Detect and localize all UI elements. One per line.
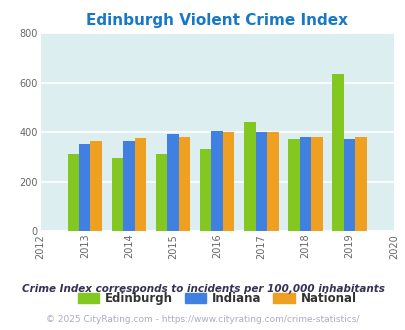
- Legend: Edinburgh, Indiana, National: Edinburgh, Indiana, National: [78, 292, 356, 305]
- Bar: [134, 138, 146, 231]
- Bar: [123, 141, 134, 231]
- Bar: [299, 138, 311, 231]
- Bar: [67, 154, 79, 231]
- Bar: [79, 145, 90, 231]
- Bar: [167, 135, 178, 231]
- Bar: [200, 149, 211, 231]
- Bar: [354, 138, 366, 231]
- Text: © 2025 CityRating.com - https://www.cityrating.com/crime-statistics/: © 2025 CityRating.com - https://www.city…: [46, 315, 359, 324]
- Bar: [311, 138, 322, 231]
- Bar: [178, 137, 190, 231]
- Bar: [243, 122, 255, 231]
- Bar: [288, 139, 299, 231]
- Bar: [255, 132, 266, 231]
- Bar: [156, 154, 167, 231]
- Bar: [222, 132, 234, 231]
- Bar: [343, 139, 354, 231]
- Bar: [211, 131, 222, 231]
- Bar: [332, 74, 343, 231]
- Bar: [266, 132, 278, 231]
- Bar: [111, 158, 123, 231]
- Bar: [90, 141, 102, 231]
- Title: Edinburgh Violent Crime Index: Edinburgh Violent Crime Index: [86, 13, 347, 28]
- Text: Crime Index corresponds to incidents per 100,000 inhabitants: Crime Index corresponds to incidents per…: [21, 284, 384, 294]
